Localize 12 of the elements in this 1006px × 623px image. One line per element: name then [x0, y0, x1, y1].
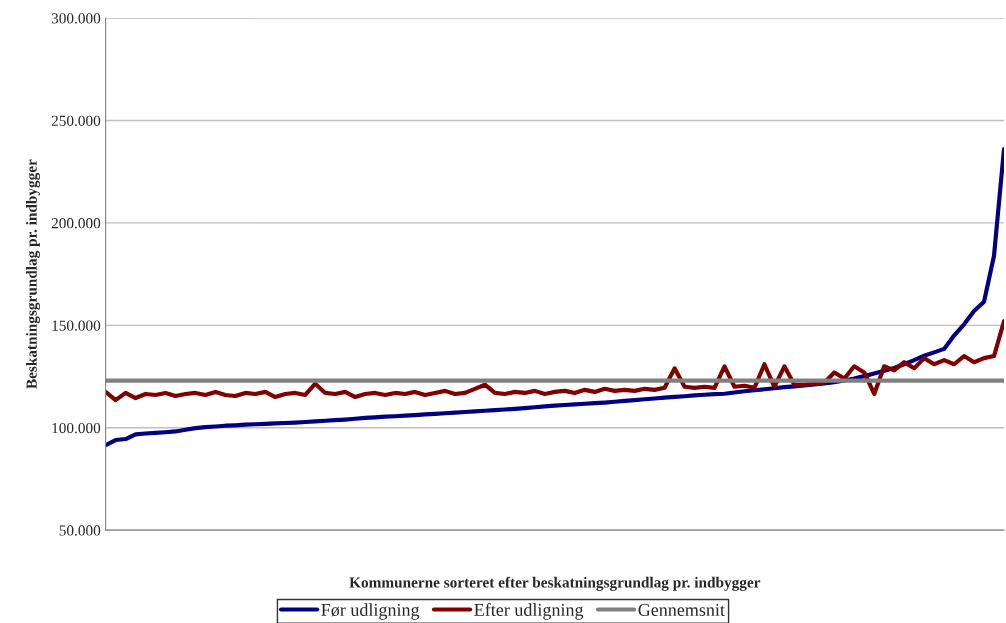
x-axis-title: Kommunerne sorteret efter beskatningsgrundlag pr. indbygger	[349, 576, 761, 591]
y-tick-label: 250.000	[51, 115, 101, 127]
legend-label: Efter udligning	[474, 603, 584, 620]
y-tick-label: 100.000	[52, 422, 101, 434]
y-tick-label: 200.000	[51, 218, 101, 229]
legend-label: Gennemsnit	[638, 603, 725, 616]
y-axis-title: Beskatningsgrundlag pr. indbygger	[26, 159, 41, 389]
y-tick-label: 150.000	[52, 320, 101, 331]
line-series	[105, 319, 1004, 403]
y-tick-label: 50.000	[59, 525, 101, 536]
y-tick-label: 300.000	[51, 13, 101, 24]
legend-label: Før udligning	[321, 603, 420, 620]
